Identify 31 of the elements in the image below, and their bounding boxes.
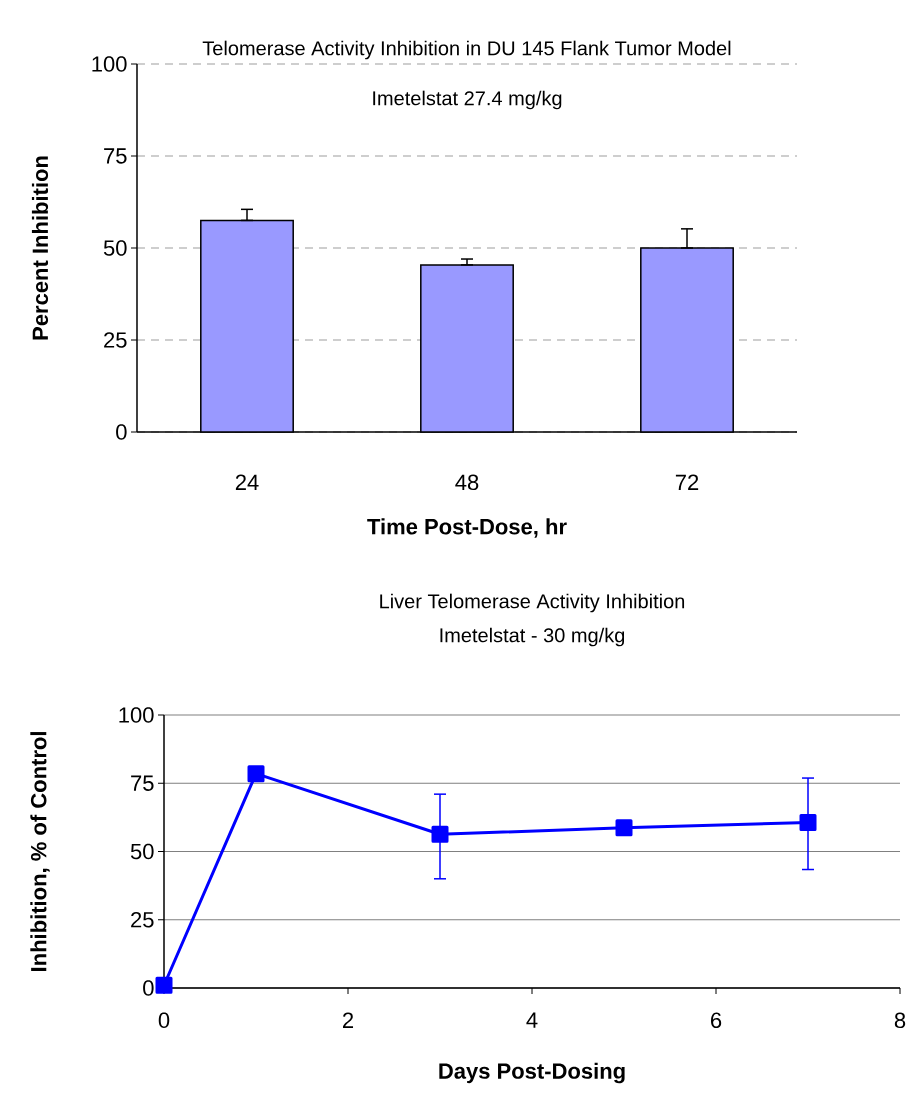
x-tick-label: 6 [711,1012,722,1029]
x-tick-label: 2 [343,1012,354,1028]
y-tick-label: 25 [131,911,154,928]
y-axis-title: Inhibition, % of Control [30,732,50,971]
y-tick-label: 0 [116,424,127,440]
y-axis-title: Percent Inhibition [31,156,49,340]
chart-title: Liver Telomerase Activity Inhibition [380,593,685,613]
y-tick-label: 75 [104,148,127,164]
point [247,765,265,783]
y-tick-label: 100 [92,56,127,72]
x-tick-label: 4 [526,1012,538,1028]
x-tick-label: 0 [158,1012,170,1029]
x-tick-label: 8 [894,1012,906,1029]
y-tick-label: 0 [143,980,154,996]
point [615,819,633,837]
y-tick-label: 100 [119,707,154,723]
y-tick-label: 50 [130,843,154,860]
chart-title: Telomerase Activity Inhibition in DU 145 Flank Tumor Model [202,40,731,60]
point [431,825,449,843]
text: Imetelstat 27.4 mg/kg [373,90,562,110]
point [799,814,817,832]
x-tick-label: 48 [455,474,479,491]
y-tick-label: 50 [103,240,127,256]
x-tick-label: 72 [675,474,699,490]
x-tick-label: 24 [235,474,259,490]
x-axis-title: Days Post-Dosing [439,1062,625,1084]
y-tick-label: 75 [131,775,154,791]
y-tick-label: 25 [104,332,127,348]
x-axis-title: Time Post-Dose, hr [367,518,567,538]
point [155,976,173,994]
chart-subtitle: Imetelstat - 30 mg/kg [440,627,625,647]
